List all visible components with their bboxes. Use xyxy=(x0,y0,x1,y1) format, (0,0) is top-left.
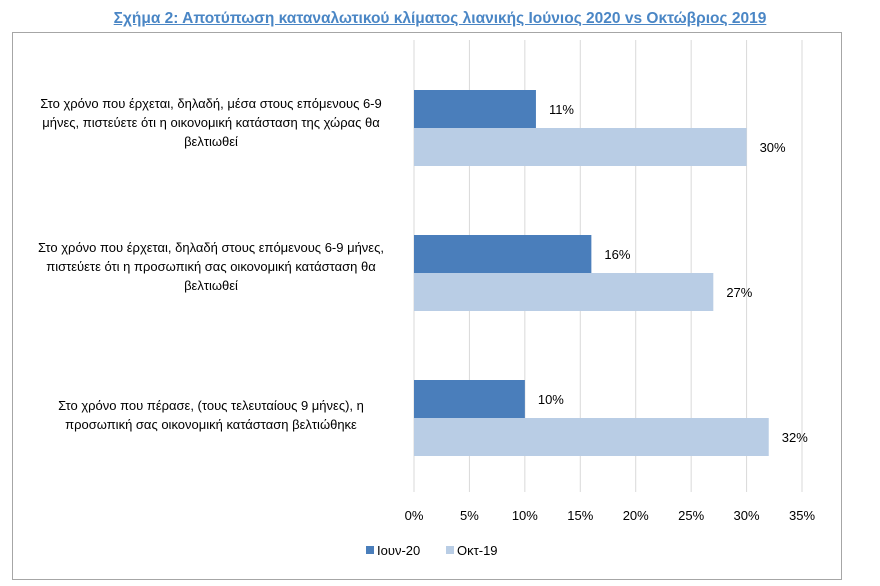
category-label: Στο χρόνο που πέρασε, (τους τελευταίους … xyxy=(58,398,364,432)
x-tick-label: 0% xyxy=(405,508,424,523)
bar xyxy=(414,235,592,273)
bar xyxy=(414,273,714,311)
legend-label: Ιουν-20 xyxy=(377,543,420,558)
data-label: 30% xyxy=(760,140,786,155)
data-label: 27% xyxy=(726,285,752,300)
data-label: 32% xyxy=(782,430,808,445)
x-tick-label: 5% xyxy=(460,508,479,523)
x-tick-label: 20% xyxy=(623,508,649,523)
legend-swatch xyxy=(366,546,374,554)
bar xyxy=(414,128,747,166)
chart-frame xyxy=(12,32,842,580)
bar xyxy=(414,90,536,128)
category-label: Στο χρόνο που έρχεται, δηλαδή, μέσα στου… xyxy=(40,96,382,149)
data-label: 16% xyxy=(604,247,630,262)
x-tick-label: 25% xyxy=(678,508,704,523)
data-label: 10% xyxy=(538,392,564,407)
bar xyxy=(414,418,769,456)
x-tick-label: 10% xyxy=(512,508,538,523)
chart-title: Σχήμα 2: Αποτύπωση καταναλωτικού κλίματο… xyxy=(113,10,767,27)
x-tick-label: 30% xyxy=(734,508,760,523)
x-tick-label: 15% xyxy=(567,508,593,523)
legend-label: Οκτ-19 xyxy=(457,543,498,558)
category-label: Στο χρόνο που έρχεται, δηλαδή στους επόμ… xyxy=(38,240,384,293)
bar xyxy=(414,380,525,418)
data-label: 11% xyxy=(549,102,574,117)
legend-swatch xyxy=(446,546,454,554)
x-tick-label: 35% xyxy=(789,508,815,523)
